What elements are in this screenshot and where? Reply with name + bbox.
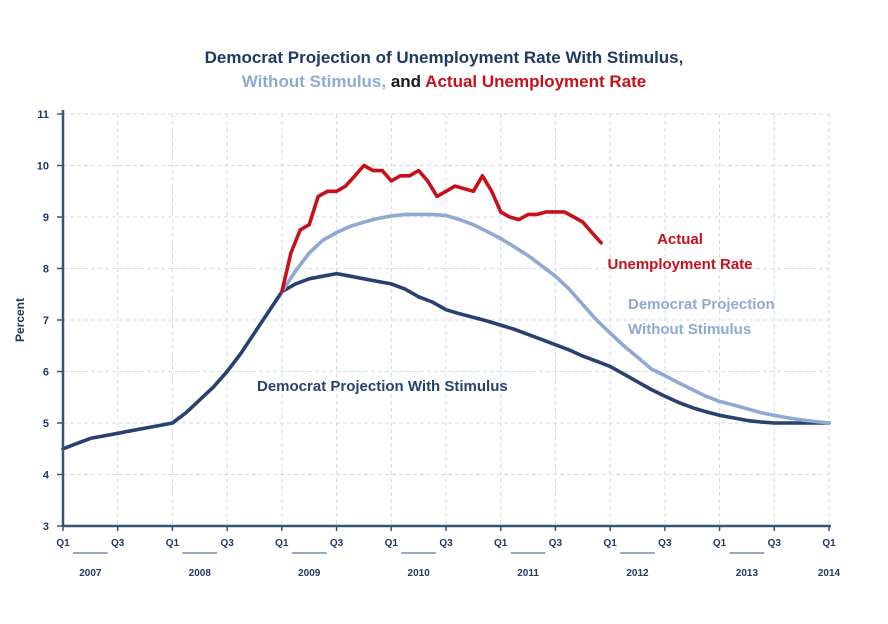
series-line-2 — [280, 163, 603, 294]
x-tick-label: Q3 — [439, 538, 453, 549]
title-part-actual: Actual Unemployment Rate — [425, 72, 647, 91]
year-label: 2014 — [818, 568, 841, 579]
year-label: 2007 — [79, 568, 102, 579]
year-label: 2012 — [626, 568, 649, 579]
year-label: 2008 — [189, 568, 212, 579]
x-tick-label: Q1 — [385, 538, 399, 549]
y-tick-label: 8 — [43, 264, 49, 276]
annotation-without-stimulus-2: Without Stimulus — [628, 321, 751, 338]
x-tick-label: Q1 — [822, 538, 836, 549]
x-tick-label: Q1 — [713, 538, 727, 549]
x-tick-label: Q3 — [658, 538, 672, 549]
title-line-2: Without Stimulus, and Actual Unemploymen… — [0, 70, 888, 94]
y-axis-label: Percent — [13, 298, 27, 342]
title-part-and: and — [390, 72, 422, 91]
axes — [57, 110, 831, 554]
y-tick-label: 10 — [37, 161, 49, 173]
x-tick-label: Q1 — [603, 538, 617, 549]
year-label: 2010 — [408, 568, 431, 579]
title-line-1: Democrat Projection of Unemployment Rate… — [0, 46, 888, 70]
title-part-with-stimulus: Democrat Projection of Unemployment Rate… — [204, 48, 684, 67]
annotation-actual-2: Unemployment Rate — [607, 256, 752, 273]
year-label: 2011 — [517, 568, 539, 579]
x-tick-label: Q3 — [768, 538, 782, 549]
x-tick-label: Q3 — [330, 538, 344, 549]
y-tick-label: 7 — [43, 315, 49, 327]
x-tick-label: Q3 — [111, 538, 125, 549]
series-line-1 — [280, 212, 831, 425]
annotation-without-stimulus-1: Democrat Projection — [628, 296, 775, 313]
y-tick-label: 4 — [43, 470, 50, 482]
annotation-actual-1: Actual — [657, 231, 703, 248]
y-tick-label: 5 — [43, 418, 49, 430]
x-tick-label: Q1 — [56, 538, 70, 549]
x-tick-label: Q1 — [166, 538, 180, 549]
labels: 3 4 5 6 7 8 9 10 11 Q1 Q3 Q1 Q3 Q1 Q3 Q1 Q3 Q1 Q3 Q1 Q3 Q1 Q3 Q… — [37, 109, 841, 579]
x-tick-label: Q1 — [494, 538, 508, 549]
y-tick-label: 3 — [43, 521, 49, 533]
series-line-0 — [61, 271, 831, 451]
title-part-without-stimulus: Without Stimulus, — [241, 72, 387, 91]
y-tick-label: 11 — [37, 109, 49, 121]
y-tick-label: 9 — [43, 212, 49, 224]
x-tick-label: Q3 — [549, 538, 563, 549]
series-layer — [61, 163, 831, 451]
year-label: 2013 — [736, 568, 759, 579]
chart-title: Democrat Projection of Unemployment Rate… — [0, 46, 888, 94]
x-tick-label: Q1 — [275, 538, 289, 549]
y-tick-label: 6 — [43, 367, 49, 379]
grid — [63, 113, 830, 526]
year-label: 2009 — [298, 568, 321, 579]
annotation-with-stimulus: Democrat Projection With Stimulus — [257, 378, 508, 395]
x-tick-label: Q3 — [220, 538, 234, 549]
